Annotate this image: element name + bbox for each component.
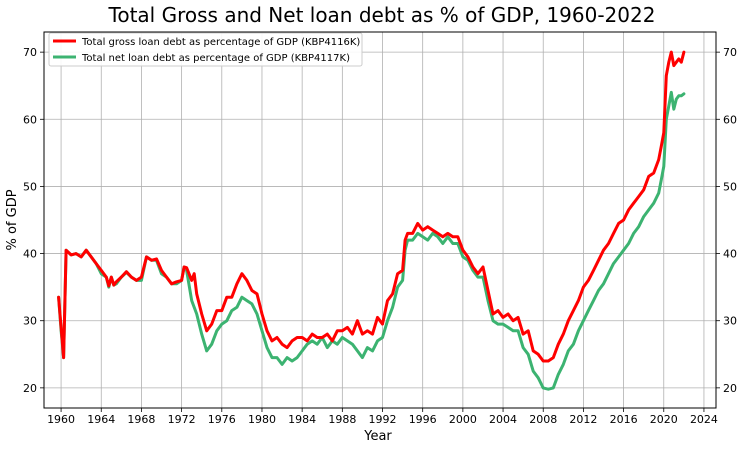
y-tick-label-right: 30 [723, 315, 737, 328]
plot-frame [43, 31, 717, 409]
y-tick-label-right: 70 [723, 46, 737, 59]
y-tick-label-right: 50 [723, 180, 737, 193]
y-tick-label-left: 70 [23, 46, 37, 59]
x-tick-label: 2016 [610, 413, 638, 426]
series-line-gross [57, 50, 686, 363]
x-tick-label: 2024 [690, 413, 718, 426]
x-tick-label: 1960 [47, 413, 75, 426]
y-tick-label-left: 30 [23, 315, 37, 328]
series-lines [57, 50, 686, 391]
y-tick-label-left: 50 [23, 180, 37, 193]
x-tick-label: 2012 [569, 413, 597, 426]
x-tick-label: 1980 [248, 413, 276, 426]
y-tick-label-right: 60 [723, 113, 737, 126]
legend: Total gross loan debt as percentage of G… [48, 32, 363, 67]
axis-ticks: 1960 1964 1968 1972 1976 1980 1984 1988 1992 1996… [23, 46, 737, 426]
x-tick-label: 2020 [650, 413, 678, 426]
chart-title: Total Gross and Net loan debt as % of GD… [108, 3, 656, 27]
x-tick-label: 1968 [127, 413, 155, 426]
x-axis-label: Year [363, 429, 392, 444]
legend-box [48, 32, 363, 67]
y-tick-label-left: 40 [23, 248, 37, 261]
legend-label-net: Total net loan debt as percentage of GDP… [81, 53, 350, 64]
y-tick-label-right: 20 [723, 382, 737, 395]
x-tick-label: 1964 [87, 413, 115, 426]
x-tick-label: 2000 [449, 413, 477, 426]
y-axis-label: % of GDP [5, 189, 20, 250]
x-tick-label: 2004 [489, 413, 517, 426]
x-tick-label: 1972 [168, 413, 196, 426]
x-tick-label: 1976 [208, 413, 236, 426]
x-tick-label: 1996 [409, 413, 437, 426]
x-tick-label: 1992 [369, 413, 397, 426]
x-tick-label: 1988 [328, 413, 356, 426]
y-tick-label-right: 40 [723, 248, 737, 261]
y-tick-label-left: 20 [23, 382, 37, 395]
x-tick-label: 2008 [529, 413, 557, 426]
grid-lines [44, 32, 716, 408]
legend-label-gross: Total gross loan debt as percentage of G… [81, 37, 360, 48]
y-tick-label-left: 60 [23, 113, 37, 126]
x-tick-label: 1984 [288, 413, 316, 426]
